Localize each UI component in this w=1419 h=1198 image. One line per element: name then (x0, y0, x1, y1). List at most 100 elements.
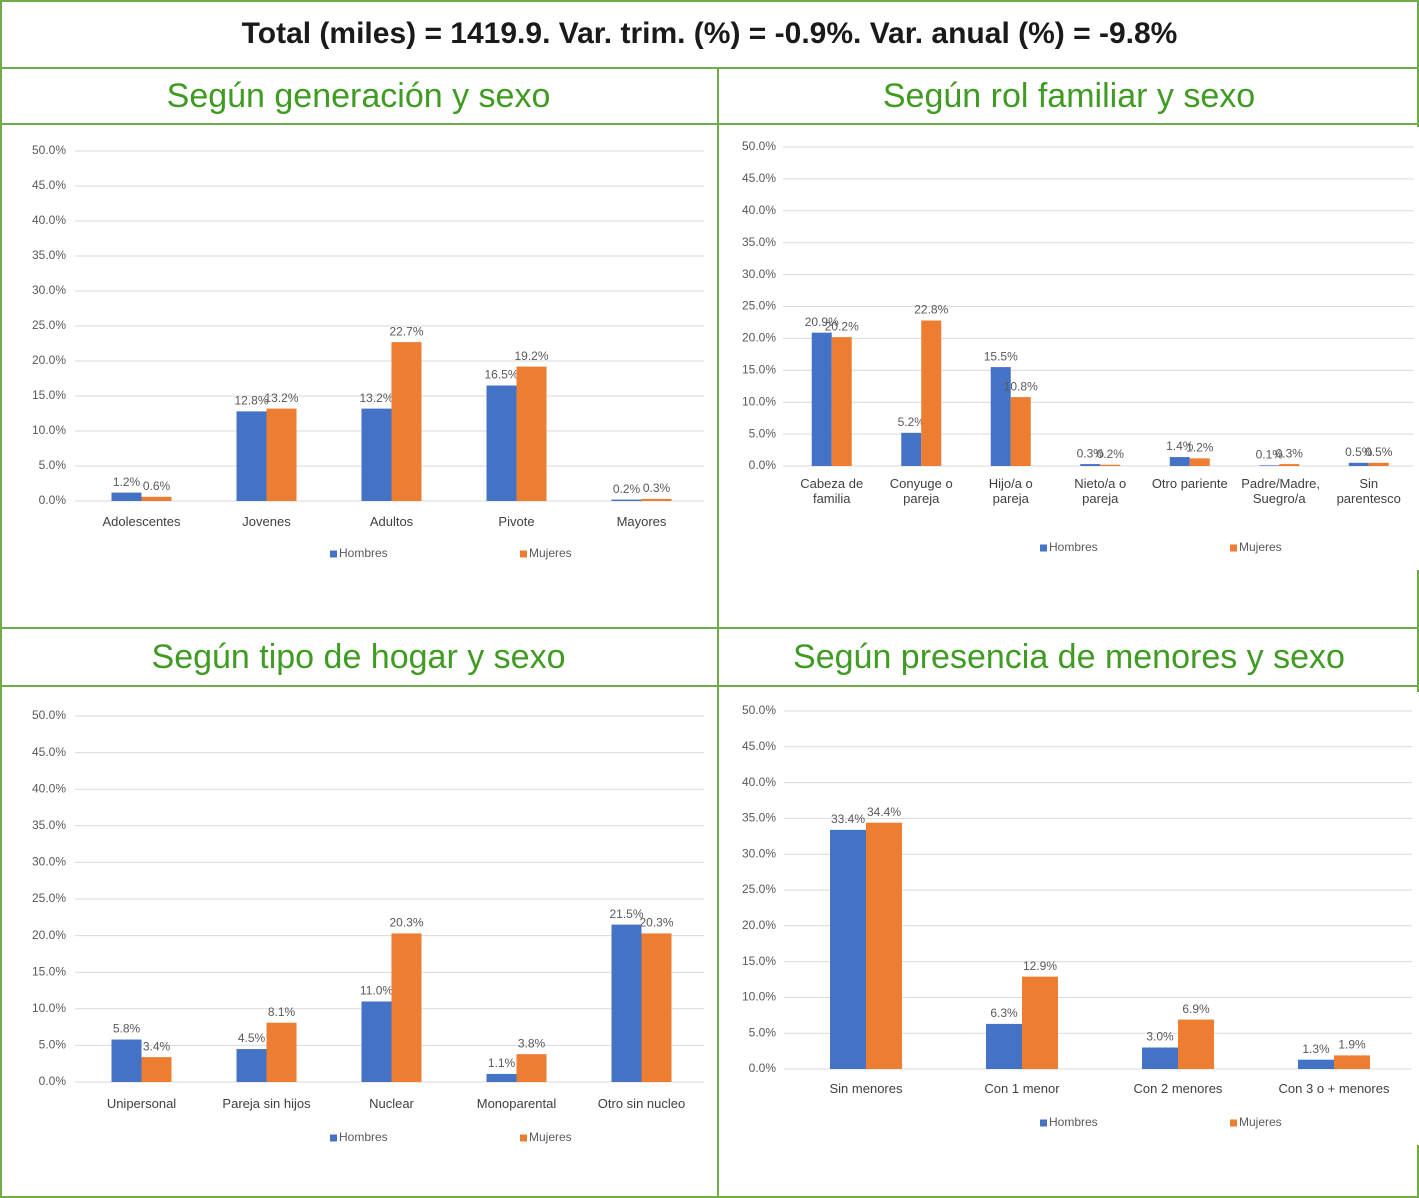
x-tick-label: Sin menores (829, 1081, 903, 1096)
x-tick-label: Unipersonal (106, 1096, 177, 1111)
bar (811, 332, 832, 466)
bar (1142, 1047, 1178, 1069)
data-label: 0.6% (143, 479, 171, 493)
border (0, 627, 1419, 629)
bar (1298, 1059, 1334, 1069)
border (717, 68, 719, 1198)
bar (830, 829, 866, 1069)
y-tick-label: 50.0% (742, 703, 776, 717)
legend-label: Hombres (339, 1130, 388, 1144)
y-tick-label: 40.0% (32, 213, 66, 227)
legend-label: Hombres (339, 546, 388, 560)
bar (391, 342, 422, 501)
data-label: 1.4% (1166, 439, 1194, 453)
y-tick-label: 25.0% (742, 882, 776, 896)
y-tick-label: 45.0% (742, 171, 776, 185)
x-tick-label: Con 1 menor (984, 1081, 1060, 1096)
y-tick-label: 20.0% (742, 331, 776, 345)
bar (141, 496, 172, 501)
chart-svg: 0.0% 5.0% 10.0% 15.0% 20.0% 25.0% 30.0% 35.0% 40… (32, 708, 704, 1144)
bar (1010, 397, 1031, 466)
x-tick-label: Conyuge o pareja (889, 476, 953, 506)
data-label: 8.1% (268, 1005, 296, 1019)
data-label: 16.5% (484, 368, 518, 382)
y-tick-label: 45.0% (32, 178, 66, 192)
x-tick-label: Otro pariente (1151, 476, 1228, 491)
y-tick-label: 15.0% (742, 954, 776, 968)
y-tick-label: 35.0% (32, 818, 66, 832)
border (0, 0, 2, 1198)
data-label: 3.8% (518, 1036, 546, 1050)
x-tick-label: Cabeza de familia (800, 476, 864, 506)
chart: 0.0% 5.0% 10.0% 15.0% 20.0% 25.0% 30.0% 35.0% 40… (733, 127, 1419, 570)
data-label: 1.3% (1302, 1042, 1330, 1056)
legend-swatch (1040, 544, 1047, 552)
data-label: 15.5% (984, 349, 1018, 363)
legend-swatch (520, 550, 527, 558)
data-label: 0.2% (1097, 447, 1125, 461)
y-tick-label: 15.0% (32, 964, 66, 978)
bar (641, 933, 672, 1082)
bar (266, 1022, 297, 1082)
legend-label: Mujeres (529, 546, 572, 560)
data-label: 12.9% (1023, 959, 1057, 973)
chart-svg: 0.0% 5.0% 10.0% 15.0% 20.0% 25.0% 30.0% 35.0% 40… (742, 139, 1414, 554)
bar (831, 337, 852, 466)
y-tick-label: 15.0% (32, 388, 66, 402)
legend-swatch (330, 550, 337, 558)
y-tick-label: 20.0% (742, 918, 776, 932)
legend-swatch (1230, 544, 1237, 552)
chart: 0.0% 5.0% 10.0% 15.0% 20.0% 25.0% 30.0% 35.0% 40… (20, 130, 705, 578)
bar (1334, 1055, 1370, 1069)
bar (866, 822, 902, 1069)
y-tick-label: 5.0% (749, 426, 777, 440)
section-title: Según rol familiar y sexo (882, 76, 1256, 115)
x-tick-label: Adolescentes (102, 514, 181, 529)
x-tick-label: Nuclear (369, 1096, 414, 1111)
data-label: 0.3% (1276, 446, 1304, 460)
x-tick-label: Hijo/a o pareja (988, 476, 1033, 506)
y-tick-label: 0.0% (39, 1074, 67, 1088)
data-label: 6.9% (1182, 1002, 1210, 1016)
data-label: 10.8% (1004, 379, 1038, 393)
data-label: 11.0% (360, 984, 393, 998)
legend-swatch (1230, 1119, 1237, 1127)
bar (516, 1054, 547, 1082)
bar (901, 432, 922, 466)
y-tick-label: 5.0% (39, 458, 67, 472)
data-label: 34.4% (867, 805, 901, 819)
y-tick-label: 30.0% (32, 283, 66, 297)
bar (236, 411, 267, 501)
data-label: 3.0% (1146, 1030, 1174, 1044)
data-label: 13.2% (359, 391, 393, 405)
y-tick-label: 40.0% (742, 203, 776, 217)
x-tick-label: Sin parentesco (1336, 476, 1401, 506)
chart: 0.0% 5.0% 10.0% 15.0% 20.0% 25.0% 30.0% 35.0% 40… (20, 692, 705, 1160)
legend-label: Hombres (1049, 1115, 1098, 1129)
y-tick-label: 15.0% (742, 362, 776, 376)
section-title: Según generación y sexo (166, 76, 551, 115)
legend-label: Hombres (1049, 540, 1098, 554)
data-label: 6.3% (990, 1006, 1018, 1020)
data-label: 1.2% (113, 475, 141, 489)
x-tick-label: Mayores (616, 514, 667, 529)
legend-swatch (520, 1134, 527, 1142)
chart-svg: 0.0% 5.0% 10.0% 15.0% 20.0% 25.0% 30.0% 35.0% 40… (32, 143, 704, 560)
bar (1348, 462, 1369, 466)
data-label: 0.1% (1256, 448, 1284, 462)
y-tick-label: 35.0% (742, 235, 776, 249)
data-label: 20.9% (805, 315, 839, 329)
y-tick-label: 10.0% (742, 394, 776, 408)
bar (361, 1001, 392, 1082)
bar (611, 924, 642, 1082)
bar (111, 492, 142, 501)
x-tick-label: Jovenes (242, 514, 291, 529)
y-tick-label: 40.0% (32, 781, 66, 795)
bar (516, 366, 547, 501)
bar (1259, 465, 1280, 466)
bar (236, 1049, 267, 1082)
y-tick-label: 35.0% (742, 811, 776, 825)
y-tick-label: 50.0% (32, 143, 66, 157)
bar (1080, 464, 1101, 466)
